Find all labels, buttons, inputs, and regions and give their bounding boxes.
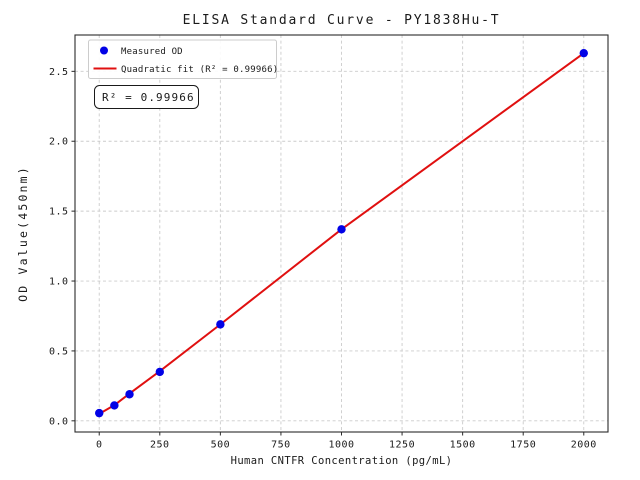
x-axis-label: Human CNTFR Concentration (pg/mL) [231,455,453,467]
legend-label-quadratic-fit: Quadratic fit (R² = 0.99966) [121,65,278,75]
y-tick-label: 1.0 [49,277,69,288]
legend-label-measured-od: Measured OD [121,47,183,57]
y-tick-label: 0.0 [49,416,69,427]
x-tick-label: 750 [271,440,291,451]
data-point [110,401,119,410]
data-point [155,367,164,377]
plot-border [74,34,609,433]
data-point [125,390,134,399]
r-squared-annotation: R² = 0.99966 [94,85,199,109]
data-point [95,408,104,418]
y-tick-label: 1.5 [49,207,69,218]
r-squared-box [94,85,199,109]
y-tick-label: 0.5 [49,346,69,357]
data-point [216,320,225,329]
tick-layer: 0 250 500 750 1000 1250 1500 1750 2000 0.0 0.5 1.0 1… [49,67,597,451]
y-tick-label: 2.0 [49,137,69,148]
x-tick-label: 500 [211,440,231,451]
x-tick-label: 2000 [571,440,597,451]
legend-box [88,39,277,79]
x-tick-label: 1500 [450,440,476,451]
x-tick-label: 1250 [389,440,415,451]
chart-title: ELISA Standard Curve - PY1838Hu-T [183,13,501,28]
legend-marker-measured-od-icon [100,46,108,55]
grid-layer [75,35,608,432]
x-tick-label: 1000 [328,440,354,451]
r-squared-text: R² = 0.99966 [102,91,195,104]
x-tick-label: 250 [150,440,170,451]
y-axis-label: OD Value(450nm) [16,165,30,302]
x-tick-label: 0 [96,440,103,451]
legend: Measured OD Quadratic fit (R² = 0.99966) [88,39,278,79]
data-point [579,48,588,58]
y-tick-label: 2.5 [49,67,69,78]
data-point [337,225,346,234]
series-layer [95,48,588,418]
x-tick-label: 1750 [510,440,536,451]
